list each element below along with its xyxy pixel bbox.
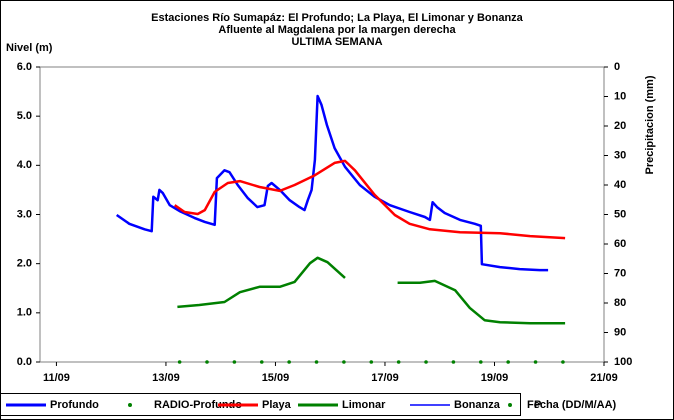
y2-tick-label: 90 (614, 326, 626, 338)
y2-tick-label: 0 (614, 61, 620, 73)
legend-label: RADIO-Profundo (154, 399, 242, 411)
x-tick-label: 15/09 (262, 372, 290, 384)
series-dot (342, 360, 346, 364)
y2-tick-label: 70 (614, 267, 626, 279)
series-dot (451, 360, 456, 364)
series-dot (506, 360, 510, 364)
y-tick-label: 1.0 (17, 307, 32, 319)
y-tick-label: 5.0 (17, 110, 32, 122)
chart-subtitle: Afluente al Magdalena por la margen dere… (218, 24, 456, 36)
x-tick-label: 19/09 (481, 372, 509, 384)
series-line (115, 94, 549, 272)
series-dot (177, 360, 182, 364)
y-tick-label: 0.0 (17, 356, 32, 368)
y2-tick-label: 30 (614, 149, 626, 161)
legend-marker (508, 403, 512, 407)
legend-box (0, 393, 521, 416)
series-dot (259, 360, 264, 364)
legend-label: Playa (262, 399, 292, 411)
y-axis-label: Nivel (m) (6, 42, 53, 54)
series-dot (478, 360, 483, 364)
series-dot (232, 360, 237, 364)
series-dot (424, 360, 428, 364)
series-dot (561, 360, 565, 364)
x-tick-label: 17/09 (371, 372, 399, 384)
series-line (173, 159, 566, 240)
x-tick-label: 21/09 (590, 372, 618, 384)
y2-tick-label: 20 (614, 120, 626, 132)
x-tick-label: 13/09 (152, 372, 180, 384)
series-dot (287, 360, 291, 364)
y-tick-label: 2.0 (17, 258, 32, 270)
y2-tick-label: 60 (614, 238, 626, 250)
legend-label: Limonar (342, 399, 386, 411)
legend-label: P (534, 399, 541, 411)
legend-label: Profundo (50, 399, 99, 411)
y-tick-label: 6.0 (17, 61, 32, 73)
y2-tick-label: 40 (614, 179, 626, 191)
series-dot (369, 360, 374, 364)
y2-tick-label: 100 (614, 356, 632, 368)
series-dot (396, 360, 401, 364)
x-tick-label: 11/09 (43, 372, 70, 384)
chart-subtitle: ULTIMA SEMANA (291, 36, 382, 48)
y2-axis-label: Precipitacion (mm) (644, 75, 656, 174)
chart-title: Estaciones Río Sumapáz: El Profundo; La … (151, 12, 524, 24)
series-dot (533, 360, 538, 364)
y2-tick-label: 10 (614, 90, 626, 102)
x-axis-label: Fecha (DD/M/AA) (527, 399, 617, 411)
series-line (177, 256, 566, 325)
y-tick-label: 4.0 (17, 159, 32, 171)
series-dot (205, 360, 209, 364)
y-tick-label: 3.0 (17, 208, 32, 220)
legend-label: Bonanza (454, 399, 501, 411)
legend-marker (128, 403, 132, 407)
y2-tick-label: 80 (614, 297, 626, 309)
y2-tick-label: 50 (614, 208, 626, 220)
series-dot (314, 360, 319, 364)
